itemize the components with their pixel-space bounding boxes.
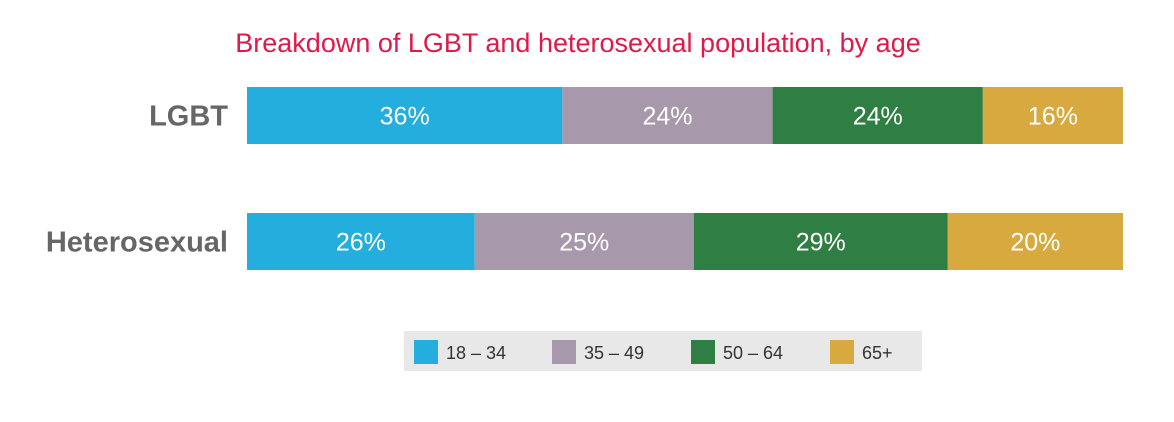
data-label-heterosexual-50-64: 29% — [796, 229, 846, 257]
bar-segment-heterosexual-35-49 — [474, 213, 694, 270]
bars: LGBT 36% 24% 24% 16% Heterosexual 26% 25% 29% 20% — [46, 87, 1123, 270]
data-label-heterosexual-18-34: 26% — [336, 229, 386, 257]
data-label-lgbt-35-49: 24% — [642, 103, 692, 131]
bar-segment-lgbt-50-64 — [772, 87, 983, 144]
data-label-heterosexual-65: 20% — [1010, 229, 1060, 257]
legend-swatch-50-64 — [691, 340, 715, 364]
bar-segment-heterosexual-65 — [947, 213, 1123, 270]
legend-label-18-34: 18 – 34 — [446, 343, 506, 363]
bar-segment-heterosexual-50-64 — [693, 213, 948, 270]
category-label-heterosexual: Heterosexual — [46, 227, 228, 259]
legend-swatch-35-49 — [552, 340, 576, 364]
legend-label-35-49: 35 – 49 — [584, 343, 644, 363]
bar-segment-lgbt-18-34 — [247, 87, 563, 144]
legend-label-50-64: 50 – 64 — [723, 343, 783, 363]
chart-title: Breakdown of LGBT and heterosexual popul… — [235, 28, 920, 58]
data-label-lgbt-18-34: 36% — [380, 103, 430, 131]
category-label-lgbt: LGBT — [149, 101, 228, 133]
legend-label-65: 65+ — [862, 343, 893, 363]
legend-swatch-65 — [830, 340, 854, 364]
data-label-lgbt-50-64: 24% — [853, 103, 903, 131]
bar-segment-lgbt-35-49 — [562, 87, 773, 144]
legend-swatch-18-34 — [414, 340, 438, 364]
bar-segment-heterosexual-18-34 — [247, 213, 475, 270]
data-label-lgbt-65: 16% — [1028, 103, 1078, 131]
data-label-heterosexual-35-49: 25% — [559, 229, 609, 257]
legend-items: 18 – 34 35 – 49 50 – 64 65+ — [414, 340, 893, 364]
legend: 18 – 34 35 – 49 50 – 64 65+ — [404, 331, 922, 371]
bar-segment-lgbt-65 — [982, 87, 1123, 144]
